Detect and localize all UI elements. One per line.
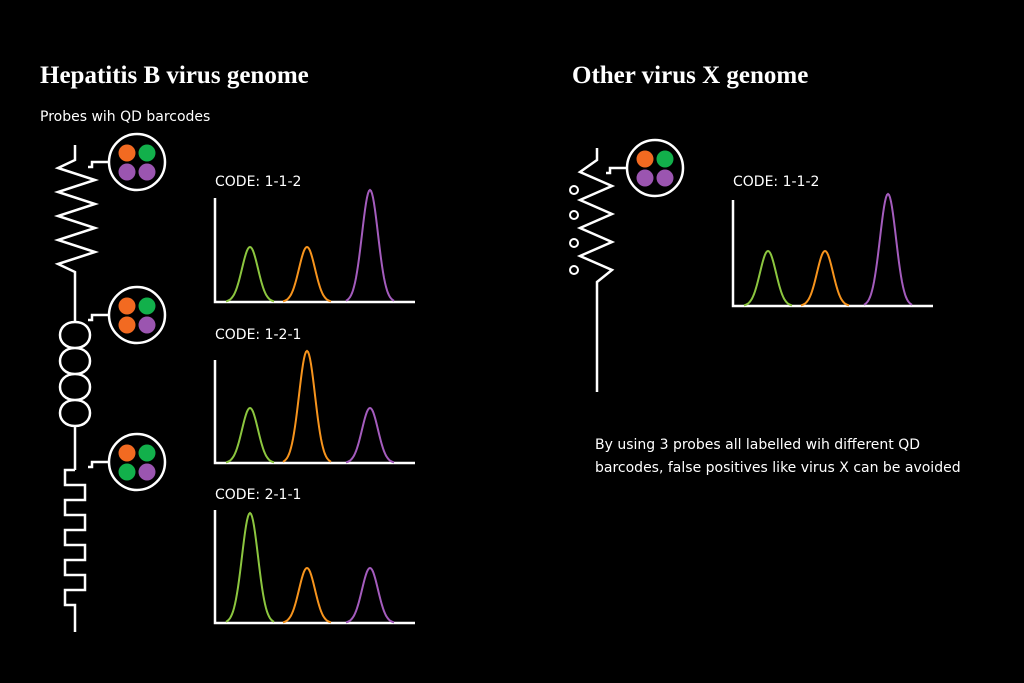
quantum-dot	[118, 144, 136, 162]
probe-link	[88, 460, 109, 469]
peak	[345, 188, 395, 302]
peak	[282, 566, 332, 624]
peak	[225, 511, 275, 623]
code-label: CODE: 2-1-1	[215, 487, 301, 503]
peak	[282, 349, 332, 463]
probe-bead	[107, 432, 167, 492]
peak	[225, 406, 275, 464]
peak	[345, 566, 395, 624]
axes	[213, 360, 415, 465]
quantum-dot	[118, 163, 136, 181]
code-label: CODE: 1-1-2	[215, 174, 301, 190]
quantum-dot	[118, 297, 136, 315]
probe-link	[606, 166, 627, 175]
quantum-dot	[636, 169, 654, 187]
axes	[213, 198, 415, 304]
probe-link	[88, 313, 109, 322]
peak	[743, 249, 793, 307]
quantum-dot	[138, 316, 156, 334]
peak	[800, 249, 850, 307]
quantum-dot	[138, 144, 156, 162]
peak	[225, 245, 275, 303]
probe-bead	[107, 132, 167, 192]
quantum-dot	[118, 444, 136, 462]
quantum-dot	[118, 463, 136, 481]
quantum-dot	[656, 150, 674, 168]
code-label: CODE: 1-2-1	[215, 327, 301, 343]
code-label: CODE: 1-1-2	[733, 174, 819, 190]
genome-right-zigzag	[576, 148, 616, 392]
probe-bead	[107, 285, 167, 345]
left-title: Hepatitis B virus genome	[40, 62, 309, 89]
note-line: barcodes, false positives like virus X c…	[595, 460, 961, 476]
peak	[282, 245, 332, 303]
genome-left-square	[63, 468, 87, 632]
probe-link	[88, 160, 109, 169]
binding-site	[569, 238, 579, 248]
note-line: By using 3 probes all labelled wih diffe…	[595, 437, 920, 453]
quantum-dot	[138, 463, 156, 481]
quantum-dot	[118, 316, 136, 334]
probe-bead	[625, 138, 685, 198]
genome-left-coil	[58, 320, 92, 470]
right-title: Other virus X genome	[572, 62, 808, 89]
genome-lines	[53, 145, 616, 632]
axes	[213, 510, 415, 625]
quantum-dot	[138, 444, 156, 462]
binding-site	[569, 185, 579, 195]
left-subtitle: Probes wih QD barcodes	[40, 109, 210, 125]
quantum-dot	[656, 169, 674, 187]
genome-left-zigzag	[53, 145, 100, 322]
axes	[731, 200, 933, 308]
quantum-dot	[138, 297, 156, 315]
quantum-dot	[636, 150, 654, 168]
peak	[863, 192, 913, 306]
peak	[345, 406, 395, 464]
binding-site	[569, 210, 579, 220]
binding-site	[569, 265, 579, 275]
quantum-dot	[138, 163, 156, 181]
